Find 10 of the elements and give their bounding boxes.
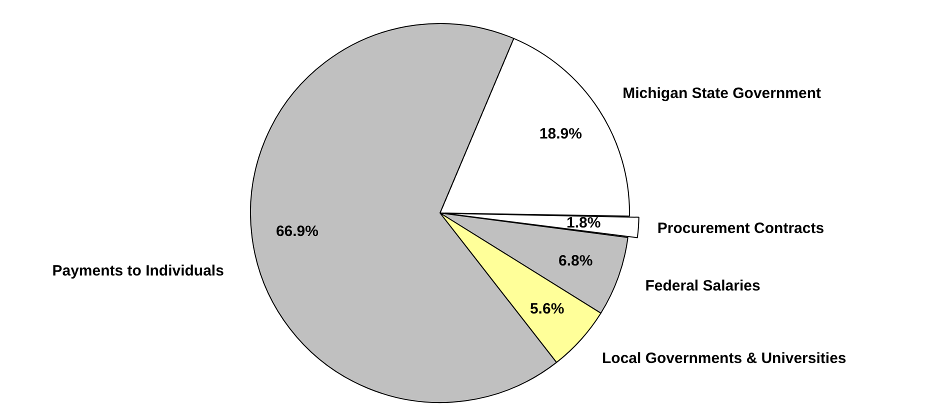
data-label: 1.8% <box>566 214 601 232</box>
slice-label: Federal Salaries <box>645 277 760 294</box>
data-label: 66.9% <box>276 222 318 240</box>
data-label: 6.8% <box>558 252 593 270</box>
data-label: 18.9% <box>539 126 582 143</box>
data-label: 5.6% <box>530 300 564 318</box>
slice-label: Procurement Contracts <box>657 220 824 238</box>
slice-label: Michigan State Government <box>622 85 821 102</box>
slice-label: Local Governments & Universities <box>602 350 846 367</box>
slice-label: Payments to Individuals <box>52 262 224 280</box>
